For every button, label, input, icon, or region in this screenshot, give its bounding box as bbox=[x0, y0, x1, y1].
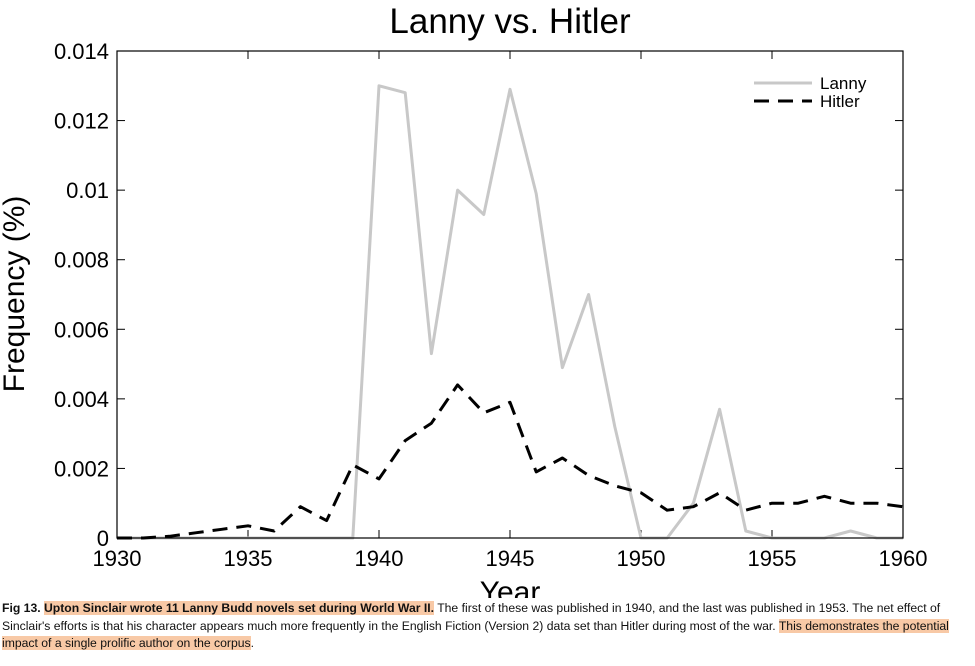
legend-box bbox=[748, 70, 888, 112]
line-chart: Lanny vs. Hitler Frequency (%) Year 1930… bbox=[0, 2, 928, 598]
legend-label-hitler: Hitler bbox=[820, 92, 860, 111]
x-tick-label: 1930 bbox=[93, 546, 142, 571]
caption-end: . bbox=[250, 636, 255, 650]
x-axis-label: Year bbox=[480, 576, 541, 598]
y-tick-label: 0.01 bbox=[66, 178, 109, 203]
caption-text: The first of these was published in 1940… bbox=[2, 601, 941, 633]
y-axis-label: Frequency (%) bbox=[0, 196, 31, 393]
x-tick-label: 1960 bbox=[879, 546, 928, 571]
y-tick-label: 0.012 bbox=[54, 109, 109, 134]
x-tick-label: 1935 bbox=[224, 546, 273, 571]
series-lines bbox=[117, 84, 904, 540]
chart-title: Lanny vs. Hitler bbox=[389, 2, 631, 41]
x-tick-label: 1945 bbox=[486, 546, 535, 571]
x-tick-label: 1940 bbox=[355, 546, 404, 571]
plot-area-frame bbox=[116, 50, 904, 539]
legend-label-lanny: Lanny bbox=[820, 74, 867, 93]
y-tick-label: 0.008 bbox=[54, 248, 109, 273]
y-tick-label: 0.004 bbox=[54, 387, 109, 412]
y-tick-label: 0.014 bbox=[54, 39, 109, 64]
y-tick-label: 0.006 bbox=[54, 317, 109, 342]
y-tick-label: 0 bbox=[97, 526, 109, 551]
y-tick-label: 0.002 bbox=[54, 456, 109, 481]
figure-caption: Fig 13. Upton Sinclair wrote 11 Lanny Bu… bbox=[2, 600, 970, 653]
series-line-hitler bbox=[117, 383, 904, 540]
axis-ticks: 1930 1935 1940 1945 1950 1955 1960 0 0.002 0.004 0… bbox=[54, 39, 928, 571]
x-tick-label: 1950 bbox=[617, 546, 666, 571]
series-line-lanny bbox=[117, 84, 903, 540]
figure-label: Fig 13. bbox=[2, 601, 41, 615]
caption-highlight-title: Upton Sinclair wrote 11 Lanny Budd novel… bbox=[44, 601, 435, 615]
x-tick-label: 1955 bbox=[748, 546, 797, 571]
legend: Lanny Hitler bbox=[748, 70, 888, 112]
